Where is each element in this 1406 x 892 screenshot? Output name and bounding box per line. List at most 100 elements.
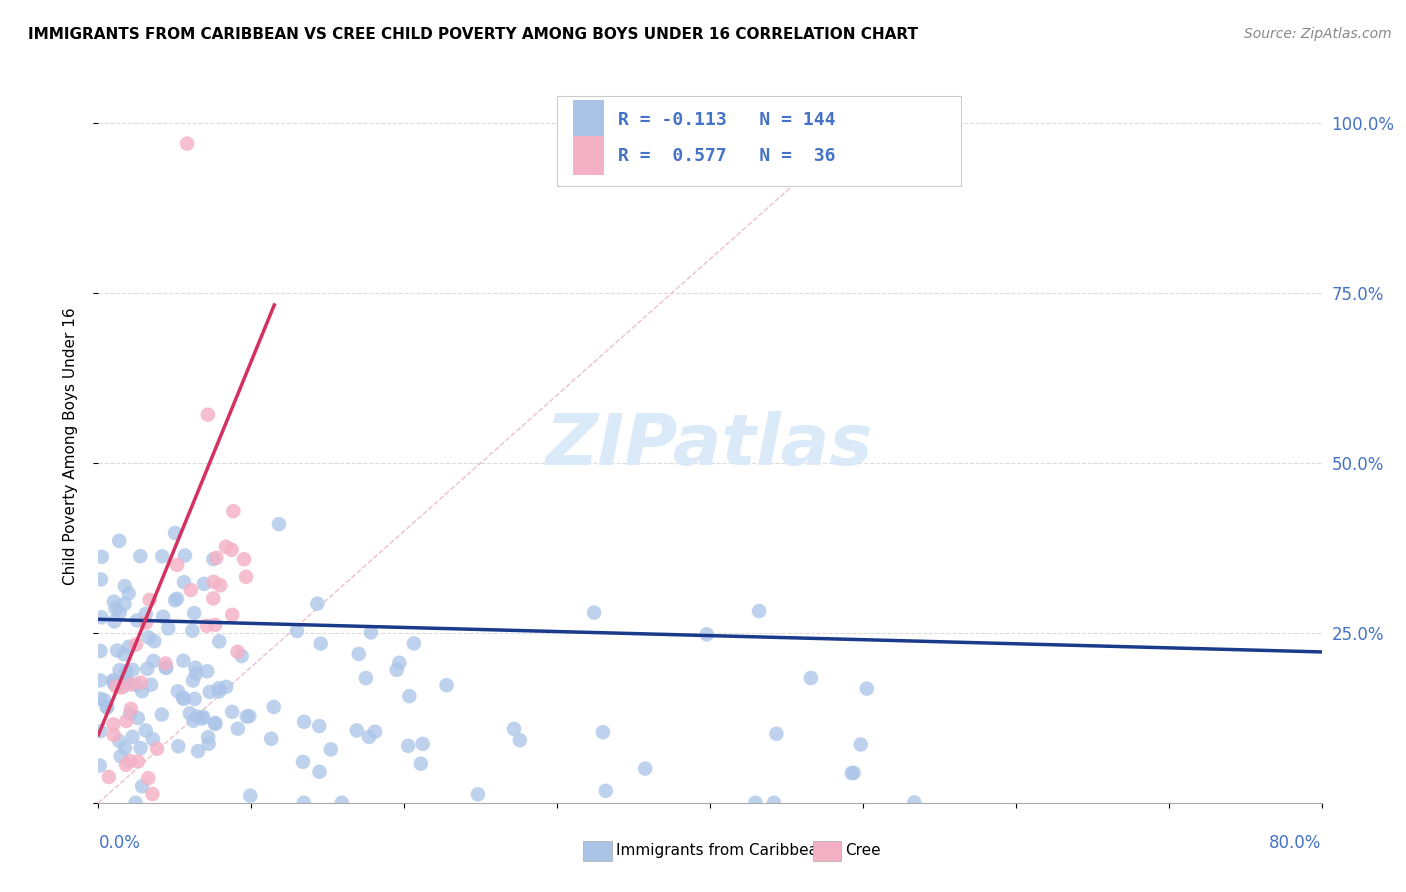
Point <box>233 552 256 566</box>
Point <box>142 654 165 668</box>
Point <box>592 725 614 739</box>
Point <box>205 550 228 565</box>
Point <box>89 758 111 772</box>
Point <box>181 624 204 638</box>
Point <box>96 700 118 714</box>
Point <box>103 717 125 731</box>
Point <box>436 678 458 692</box>
Point <box>165 593 187 607</box>
Point <box>173 575 195 590</box>
Point <box>115 673 138 687</box>
Point <box>238 709 260 723</box>
Point <box>762 796 785 810</box>
Bar <box>574 100 603 139</box>
Point <box>260 731 283 746</box>
Point <box>129 741 152 756</box>
Point <box>103 673 125 688</box>
Point <box>112 680 135 694</box>
Point <box>121 663 143 677</box>
Point <box>104 601 127 615</box>
Point <box>114 674 136 689</box>
Point <box>114 741 136 756</box>
Point <box>849 738 872 752</box>
Point <box>96 700 118 714</box>
Point <box>183 691 205 706</box>
Point <box>748 604 770 618</box>
Point <box>202 574 225 589</box>
Point <box>204 715 226 730</box>
Point <box>166 684 188 698</box>
Point <box>195 619 218 633</box>
Point <box>231 648 253 663</box>
Point <box>174 549 197 563</box>
Point <box>467 787 489 801</box>
Point <box>112 597 135 611</box>
Point <box>118 754 141 768</box>
Point <box>309 637 332 651</box>
Point <box>222 504 245 518</box>
Point <box>138 592 160 607</box>
Text: R = -0.113   N = 144: R = -0.113 N = 144 <box>619 111 835 128</box>
Point <box>90 549 112 564</box>
Point <box>105 643 128 657</box>
Point <box>103 728 125 742</box>
Point <box>118 640 141 654</box>
Point <box>115 714 138 728</box>
Point <box>89 673 111 688</box>
Point <box>146 741 169 756</box>
Text: Immigrants from Caribbean: Immigrants from Caribbean <box>616 844 828 858</box>
Point <box>141 787 163 801</box>
Point <box>193 710 215 724</box>
Point <box>176 136 198 151</box>
Point <box>155 657 177 671</box>
Point <box>319 742 342 756</box>
Text: Source: ZipAtlas.com: Source: ZipAtlas.com <box>1244 27 1392 41</box>
Point <box>114 579 136 593</box>
Point <box>115 757 138 772</box>
Point <box>197 737 219 751</box>
Point <box>120 702 142 716</box>
Point <box>215 540 238 554</box>
Point <box>209 578 232 592</box>
Point <box>193 577 215 591</box>
Text: R =  0.577   N =  36: R = 0.577 N = 36 <box>619 146 835 164</box>
Point <box>97 770 120 784</box>
Point <box>150 707 173 722</box>
Point <box>118 706 141 721</box>
Point <box>108 606 131 620</box>
Point <box>118 586 141 600</box>
Point <box>127 711 149 725</box>
Point <box>855 681 877 696</box>
Point <box>202 591 225 606</box>
Point <box>139 678 162 692</box>
Point <box>108 533 131 548</box>
Point <box>124 796 146 810</box>
Point <box>103 677 125 691</box>
Point <box>138 630 160 644</box>
Point <box>157 621 180 635</box>
Point <box>125 614 148 628</box>
Point <box>360 625 382 640</box>
Point <box>696 627 718 641</box>
Point <box>121 730 143 744</box>
Point <box>402 636 425 650</box>
Point <box>152 609 174 624</box>
Point <box>155 660 177 674</box>
Point <box>114 674 136 689</box>
Point <box>135 607 157 621</box>
Point <box>172 690 194 705</box>
Point <box>215 680 238 694</box>
Point <box>183 714 205 728</box>
Point <box>841 766 863 780</box>
Point <box>208 684 231 698</box>
Point <box>127 755 149 769</box>
Point <box>263 700 285 714</box>
Text: 80.0%: 80.0% <box>1270 834 1322 852</box>
Point <box>204 617 226 632</box>
Point <box>364 724 387 739</box>
Point <box>396 739 419 753</box>
Point <box>108 734 131 748</box>
Point <box>208 681 231 696</box>
Point <box>131 779 153 793</box>
Point <box>308 719 330 733</box>
